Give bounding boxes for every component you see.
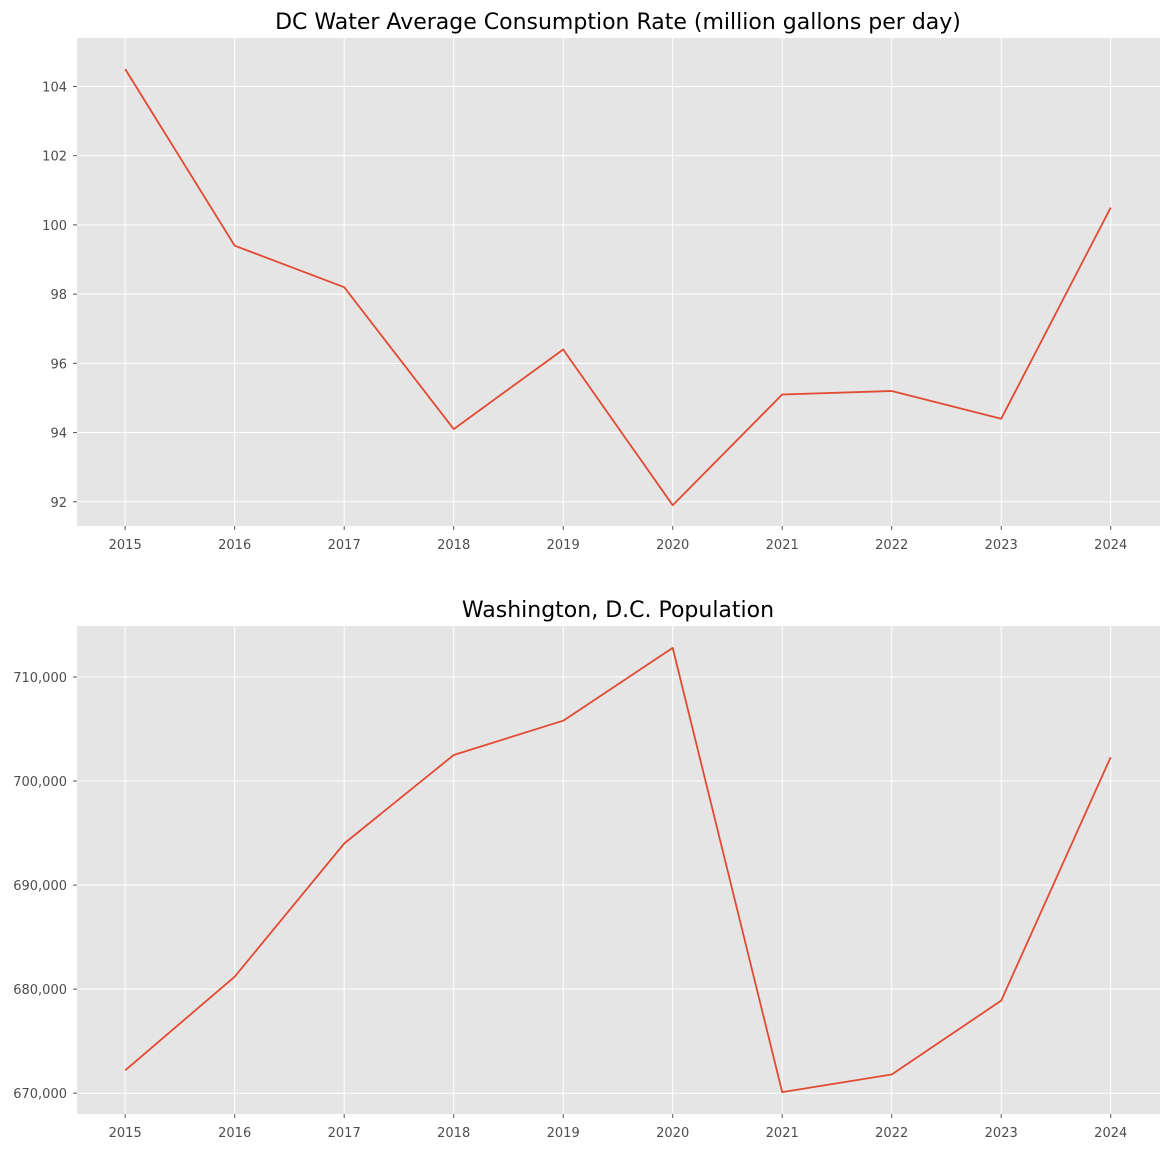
consumption-y-tick-label: 102 bbox=[42, 150, 67, 165]
consumption-x-tick-label: 2017 bbox=[328, 538, 361, 553]
consumption-x-tick-label: 2020 bbox=[656, 538, 689, 553]
population-series bbox=[124, 647, 1112, 1093]
population-data-point bbox=[891, 1073, 893, 1075]
consumption-x-tick-label: 2015 bbox=[109, 538, 142, 553]
consumption-series bbox=[124, 68, 1112, 507]
consumption-x-tick-label: 2021 bbox=[766, 538, 799, 553]
consumption-data-point bbox=[1110, 207, 1112, 209]
population-x-tick-label: 2020 bbox=[656, 1126, 689, 1141]
population-data-point bbox=[453, 754, 455, 756]
population-y-tick-label: 710,000 bbox=[13, 671, 67, 686]
population-x-tick-label: 2019 bbox=[547, 1126, 580, 1141]
consumption-x-tick-label: 2022 bbox=[875, 538, 908, 553]
consumption-data-point bbox=[672, 504, 674, 506]
population-x-tick-label: 2024 bbox=[1094, 1126, 1127, 1141]
consumption-x-tick-label: 2018 bbox=[437, 538, 470, 553]
consumption-plot-area bbox=[77, 38, 1160, 526]
population-x-tick-label: 2021 bbox=[766, 1126, 799, 1141]
consumption-y-tick-label: 104 bbox=[42, 80, 67, 95]
consumption-data-point bbox=[343, 286, 345, 288]
population-x-tick-label: 2016 bbox=[218, 1126, 251, 1141]
population-data-point bbox=[562, 720, 564, 722]
population-y-tick-label: 700,000 bbox=[13, 775, 67, 790]
consumption-data-point bbox=[234, 245, 236, 247]
consumption-y-tick-label: 98 bbox=[50, 288, 67, 303]
population-series-line bbox=[124, 647, 1112, 1093]
population-data-point bbox=[234, 976, 236, 978]
consumption-y-tick-label: 94 bbox=[50, 427, 67, 442]
consumption-y-tick-label: 100 bbox=[42, 219, 67, 234]
consumption-x-tick-label: 2019 bbox=[547, 538, 580, 553]
consumption-data-point bbox=[1000, 418, 1002, 420]
consumption-series-line bbox=[124, 68, 1112, 507]
population-axes-ticks: 2015 2016 2017 2018 2019 2020 2021 2022 2023 2024… bbox=[13, 671, 1127, 1141]
population-data-point bbox=[1110, 756, 1112, 758]
population-grid bbox=[77, 626, 1160, 1114]
consumption-data-point bbox=[124, 68, 126, 70]
consumption-x-tick-label: 2024 bbox=[1094, 538, 1127, 553]
consumption-data-point bbox=[891, 390, 893, 392]
population-plot-area bbox=[77, 626, 1160, 1114]
consumption-x-tick-label: 2023 bbox=[985, 538, 1018, 553]
consumption-x-tick-label: 2016 bbox=[218, 538, 251, 553]
population-data-point bbox=[1000, 1000, 1002, 1002]
population-x-tick-label: 2018 bbox=[437, 1126, 470, 1141]
consumption-data-point bbox=[453, 428, 455, 430]
consumption-axes-ticks: 2015 2016 2017 2018 2019 2020 2021 2022 2023 2024… bbox=[42, 80, 1127, 553]
consumption-chart-title: DC Water Average Consumption Rate (milli… bbox=[275, 10, 961, 35]
consumption-data-point bbox=[562, 348, 564, 350]
population-y-tick-label: 680,000 bbox=[13, 983, 67, 998]
consumption-y-tick-label: 92 bbox=[50, 496, 67, 511]
consumption-y-tick-label: 96 bbox=[50, 357, 67, 372]
population-y-tick-label: 690,000 bbox=[13, 879, 67, 894]
population-x-tick-label: 2022 bbox=[875, 1126, 908, 1141]
consumption-chart-panel: DC Water Average Consumption Rate (milli… bbox=[42, 10, 1160, 553]
population-data-point bbox=[781, 1091, 783, 1093]
population-x-tick-label: 2015 bbox=[109, 1126, 142, 1141]
population-data-point bbox=[343, 842, 345, 844]
consumption-data-point bbox=[781, 393, 783, 395]
population-x-tick-label: 2017 bbox=[328, 1126, 361, 1141]
population-chart-panel: Washington, D.C. Population 2015 2016 2017… bbox=[13, 598, 1160, 1141]
population-data-point bbox=[672, 647, 674, 649]
consumption-grid bbox=[77, 38, 1160, 526]
population-y-tick-label: 670,000 bbox=[13, 1087, 67, 1102]
population-data-point bbox=[124, 1069, 126, 1071]
population-x-tick-label: 2023 bbox=[985, 1126, 1018, 1141]
population-chart-title: Washington, D.C. Population bbox=[462, 598, 774, 623]
